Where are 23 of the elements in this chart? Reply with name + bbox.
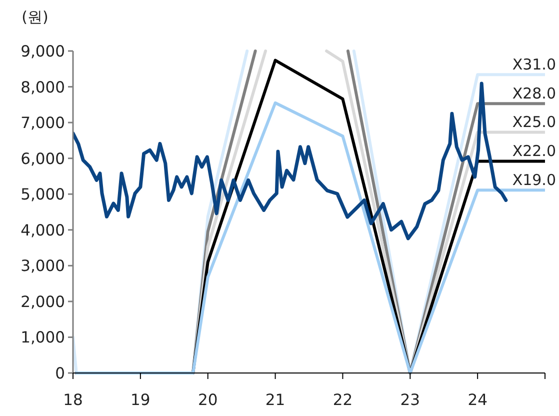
x-tick-label: 20 [198, 391, 218, 409]
x-tick-label: 21 [265, 391, 286, 409]
y-tick-label: 7,000 [20, 114, 65, 132]
x-tick-label: 24 [468, 391, 488, 409]
y-tick-label: 6,000 [20, 150, 65, 168]
series-label: X22.0 [512, 142, 556, 160]
y-tick-label: 2,000 [20, 292, 65, 311]
y-tick-label: 8,000 [20, 78, 65, 96]
x-tick-label: 22 [332, 391, 353, 409]
x-tick-label: 18 [63, 391, 83, 409]
series-label: X25.0 [512, 113, 556, 132]
y-tick-label: 5,000 [20, 186, 65, 204]
y-tick-label: 9,000 [20, 42, 65, 60]
y-tick-label: 0 [55, 364, 65, 382]
y-tick-label: 3,000 [20, 257, 65, 276]
x-tick-label: 19 [130, 391, 150, 409]
series-label: X28.0 [512, 84, 556, 103]
y-tick-label: 1,000 [20, 328, 65, 347]
series-label: X19.0 [512, 171, 556, 190]
y-axis-title: (원) [22, 8, 48, 26]
series-label: X31.0 [512, 56, 556, 74]
x-tick-label: 23 [400, 391, 420, 409]
y-tick-label: 4,000 [20, 221, 65, 240]
